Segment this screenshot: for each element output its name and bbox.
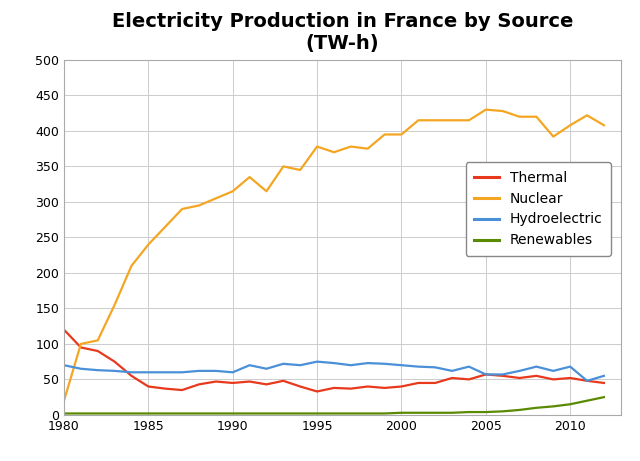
Title: Electricity Production in France by Source
(TW-h): Electricity Production in France by Sour… [112, 12, 573, 53]
Legend: Thermal, Nuclear, Hydroelectric, Renewables: Thermal, Nuclear, Hydroelectric, Renewab… [465, 162, 611, 256]
